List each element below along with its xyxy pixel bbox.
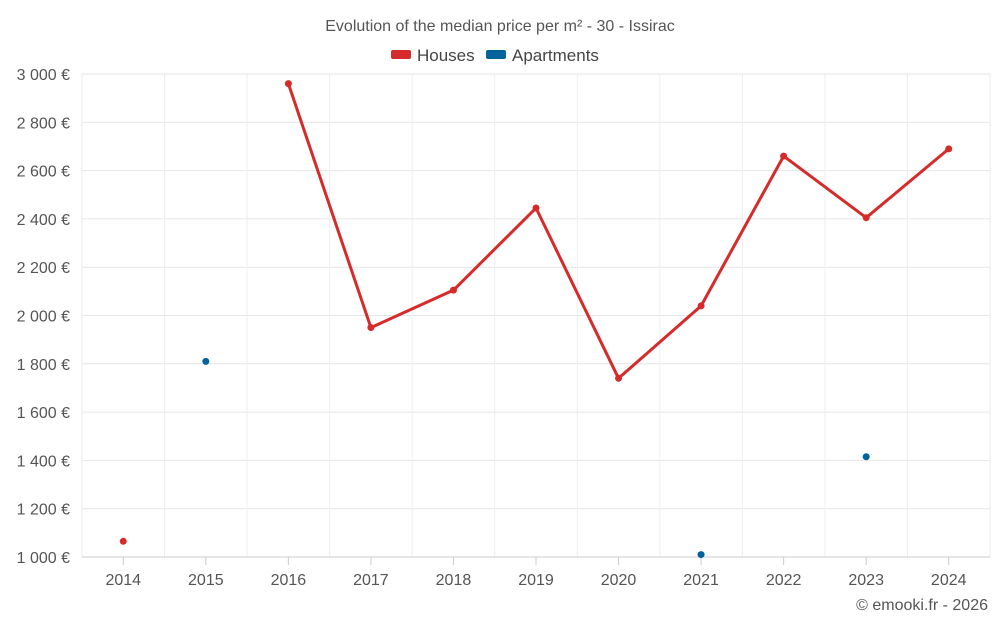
y-tick-label: 1 600 € — [17, 405, 70, 422]
x-axis: 2014 2015 2016 2017 2018 2019 2020 2021 2022 2023… — [82, 556, 990, 589]
x-tick-label: 2017 — [353, 572, 389, 589]
legend-swatch — [391, 50, 411, 59]
series-lines — [286, 82, 951, 380]
y-tick-label: 2 400 € — [17, 212, 70, 229]
houses-data-point[interactable] — [862, 214, 870, 222]
legend-label: Apartments — [512, 46, 599, 65]
x-tick-label: 2020 — [601, 572, 637, 589]
legend-item-apartments[interactable]: Apartments — [486, 46, 599, 65]
y-tick-label: 1 200 € — [17, 502, 70, 519]
x-tick-label: 2015 — [188, 572, 224, 589]
y-tick-label: 3 000 € — [17, 67, 70, 84]
chart-title: Evolution of the median price per m² - 3… — [325, 18, 674, 35]
y-tick-label: 1 000 € — [17, 550, 70, 567]
houses-data-point[interactable] — [367, 324, 375, 332]
houses-data-point[interactable] — [697, 302, 705, 310]
houses-data-point[interactable] — [284, 80, 292, 88]
legend-item-houses[interactable]: Houses — [391, 46, 475, 65]
x-tick-label: 2022 — [766, 572, 802, 589]
y-tick-label: 2 200 € — [17, 260, 70, 277]
houses-series-line — [286, 82, 951, 380]
y-tick-label: 2 800 € — [17, 115, 70, 132]
x-tick-label: 2016 — [271, 572, 307, 589]
y-tick-label: 2 000 € — [17, 309, 70, 326]
x-tick-label: 2018 — [436, 572, 472, 589]
grid — [81, 73, 991, 558]
x-tick-label: 2014 — [105, 572, 141, 589]
legend-label: Houses — [417, 46, 475, 65]
y-tick-label: 1 800 € — [17, 357, 70, 374]
x-tick-label: 2021 — [683, 572, 719, 589]
legend-swatch — [486, 50, 506, 59]
apartments-data-point[interactable] — [697, 551, 705, 559]
houses-data-point[interactable] — [945, 145, 953, 153]
houses-data-point[interactable] — [615, 374, 623, 382]
houses-data-point[interactable] — [119, 537, 127, 545]
houses-data-point[interactable] — [780, 152, 788, 160]
y-axis: 1 000 € 1 200 € 1 400 € 1 600 € 1 800 € 2 000… — [17, 67, 70, 567]
credit-text: © emooki.fr - 2026 — [856, 597, 988, 614]
houses-data-point[interactable] — [449, 286, 457, 294]
apartments-data-point[interactable] — [202, 357, 210, 365]
x-tick-label: 2019 — [518, 572, 554, 589]
series-points — [119, 80, 953, 559]
apartments-data-point[interactable] — [862, 453, 870, 461]
x-tick-label: 2023 — [848, 572, 884, 589]
y-tick-label: 2 600 € — [17, 164, 70, 181]
y-tick-label: 1 400 € — [17, 453, 70, 470]
houses-data-point[interactable] — [532, 204, 540, 212]
x-tick-label: 2024 — [931, 572, 967, 589]
legend: Houses Apartments — [391, 46, 599, 65]
